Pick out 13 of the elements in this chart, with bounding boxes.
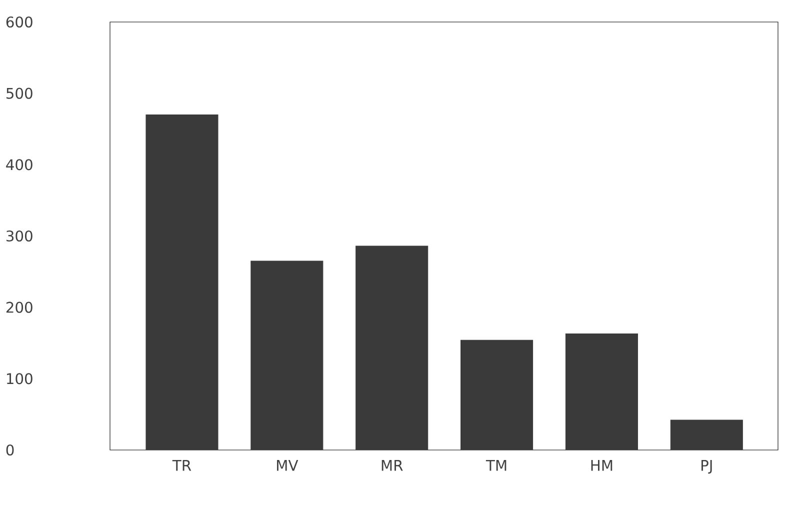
x-tick-label: MV: [277, 460, 298, 471]
y-tick-label: 300: [6, 230, 32, 242]
y-tick-label: 100: [6, 373, 32, 384]
x-tick-label: MR: [382, 460, 403, 471]
x-tick-label: PJ: [702, 460, 712, 474]
x-tick-label: TR: [172, 460, 192, 471]
y-tick-label: 600: [6, 16, 32, 28]
y-tick-label: 200: [6, 302, 32, 313]
y-tick-label: 0: [6, 444, 14, 456]
x-tick-label: HM: [591, 460, 612, 471]
y-tick-label: 500: [6, 88, 32, 99]
y-tick-label: 400: [6, 159, 32, 170]
x-tick-label: TM: [486, 460, 506, 471]
